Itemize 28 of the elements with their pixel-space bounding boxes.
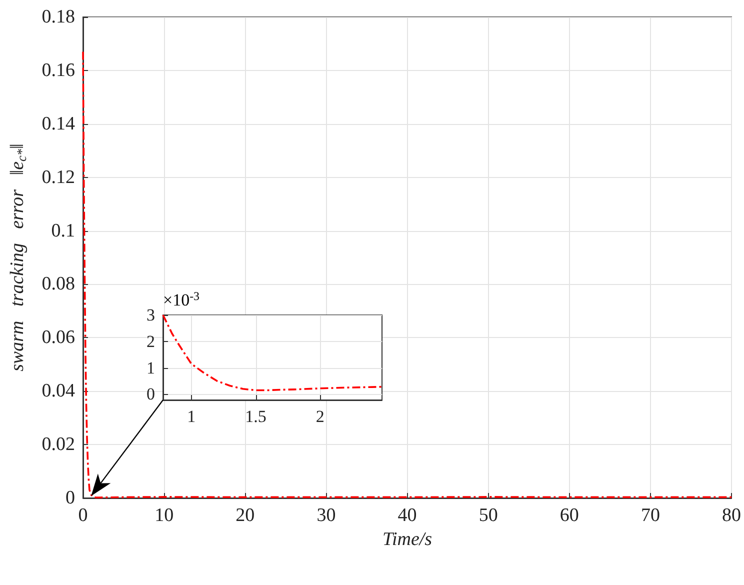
x-tick-label: 30 — [316, 505, 336, 526]
y-tick-label: 0.16 — [42, 60, 75, 81]
y-tick-label: 0.08 — [42, 274, 75, 295]
y-tick-label: 0 — [146, 384, 155, 404]
y-axis-title: swarm tracking error ‖ec*‖ — [7, 144, 29, 372]
x-tick-label: 60 — [560, 505, 579, 526]
x-tick-label: 70 — [640, 505, 660, 526]
x-tick-label: 1.5 — [245, 407, 266, 426]
y-tick-label: 0.12 — [42, 166, 75, 188]
x-tick-label: 40 — [398, 505, 417, 526]
y-tick-label: 0.06 — [42, 327, 75, 348]
y-tick-label: 3 — [146, 306, 155, 324]
x-tick-label: 1 — [187, 407, 196, 426]
x-tick-label: 2 — [316, 407, 324, 426]
y-tick-label: 0.02 — [42, 434, 75, 456]
x-tick-label: 20 — [236, 505, 255, 526]
x-tick-label: 50 — [478, 505, 498, 526]
y-tick-label: 2 — [146, 332, 155, 351]
line-series — [162, 314, 383, 392]
x-tick-label: 10 — [154, 505, 174, 526]
x-tick-label: 80 — [722, 505, 741, 526]
y-tick-label: 0.14 — [42, 113, 76, 134]
y-tick-label: 0 — [66, 488, 75, 508]
y-tick-label: 0.18 — [42, 6, 75, 28]
y-tick-label: 0.1 — [51, 220, 75, 242]
y-tick-label: 0.04 — [42, 380, 76, 402]
y-tick-label: 1 — [146, 358, 155, 378]
x-axis-title: Time/s — [382, 528, 432, 550]
